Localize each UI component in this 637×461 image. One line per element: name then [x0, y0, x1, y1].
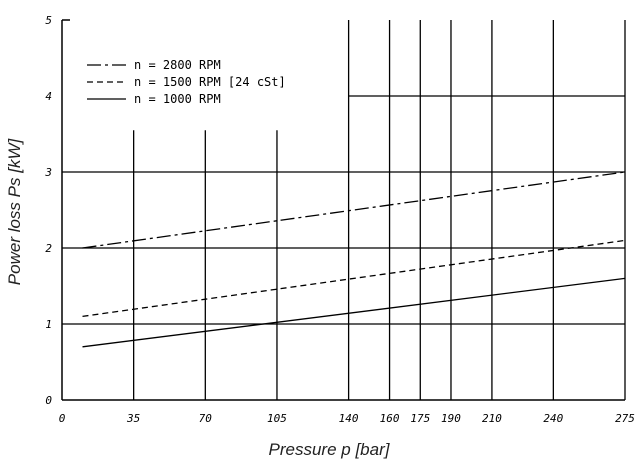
legend-label: n = 2800 RPM	[134, 58, 221, 72]
data-series	[82, 171, 626, 348]
x-tick-label: 0	[59, 412, 66, 425]
legend-label: n = 1000 RPM	[134, 92, 221, 106]
x-tick-label: 35	[126, 412, 140, 425]
y-tick-label: 0	[45, 394, 52, 407]
y-tick-label: 1	[45, 318, 52, 331]
x-tick-label: 275	[615, 412, 635, 425]
x-tick-label: 160	[380, 412, 400, 425]
x-tick-label: 190	[441, 412, 461, 425]
tick-labels: 0 35 70 105 140 160 175 190 210 240 275 0 1 2 3 4 5	[44, 14, 635, 425]
x-tick-label: 210	[482, 412, 502, 425]
y-tick-label: 2	[45, 242, 52, 255]
y-axis-title: Power loss Ps [kW]	[5, 138, 24, 286]
y-tick-label: 3	[44, 166, 52, 179]
x-tick-label: 140	[339, 412, 359, 425]
x-tick-label: 70	[199, 412, 213, 425]
legend: n = 2800 RPM n = 1500 RPM [24 cSt] n = 100…	[87, 58, 286, 106]
series-line	[82, 277, 626, 348]
axes	[61, 19, 625, 401]
series-line	[82, 171, 626, 249]
y-tick-label: 5	[45, 14, 52, 27]
grid-lines	[62, 20, 626, 400]
x-tick-label: 105	[267, 412, 287, 425]
legend-label: n = 1500 RPM [24 cSt]	[134, 75, 286, 89]
x-tick-label: 175	[410, 412, 430, 425]
x-tick-label: 240	[543, 412, 563, 425]
x-axis-title: Pressure p [bar]	[269, 440, 391, 459]
series-line	[82, 239, 626, 318]
y-tick-label: 4	[45, 90, 52, 103]
